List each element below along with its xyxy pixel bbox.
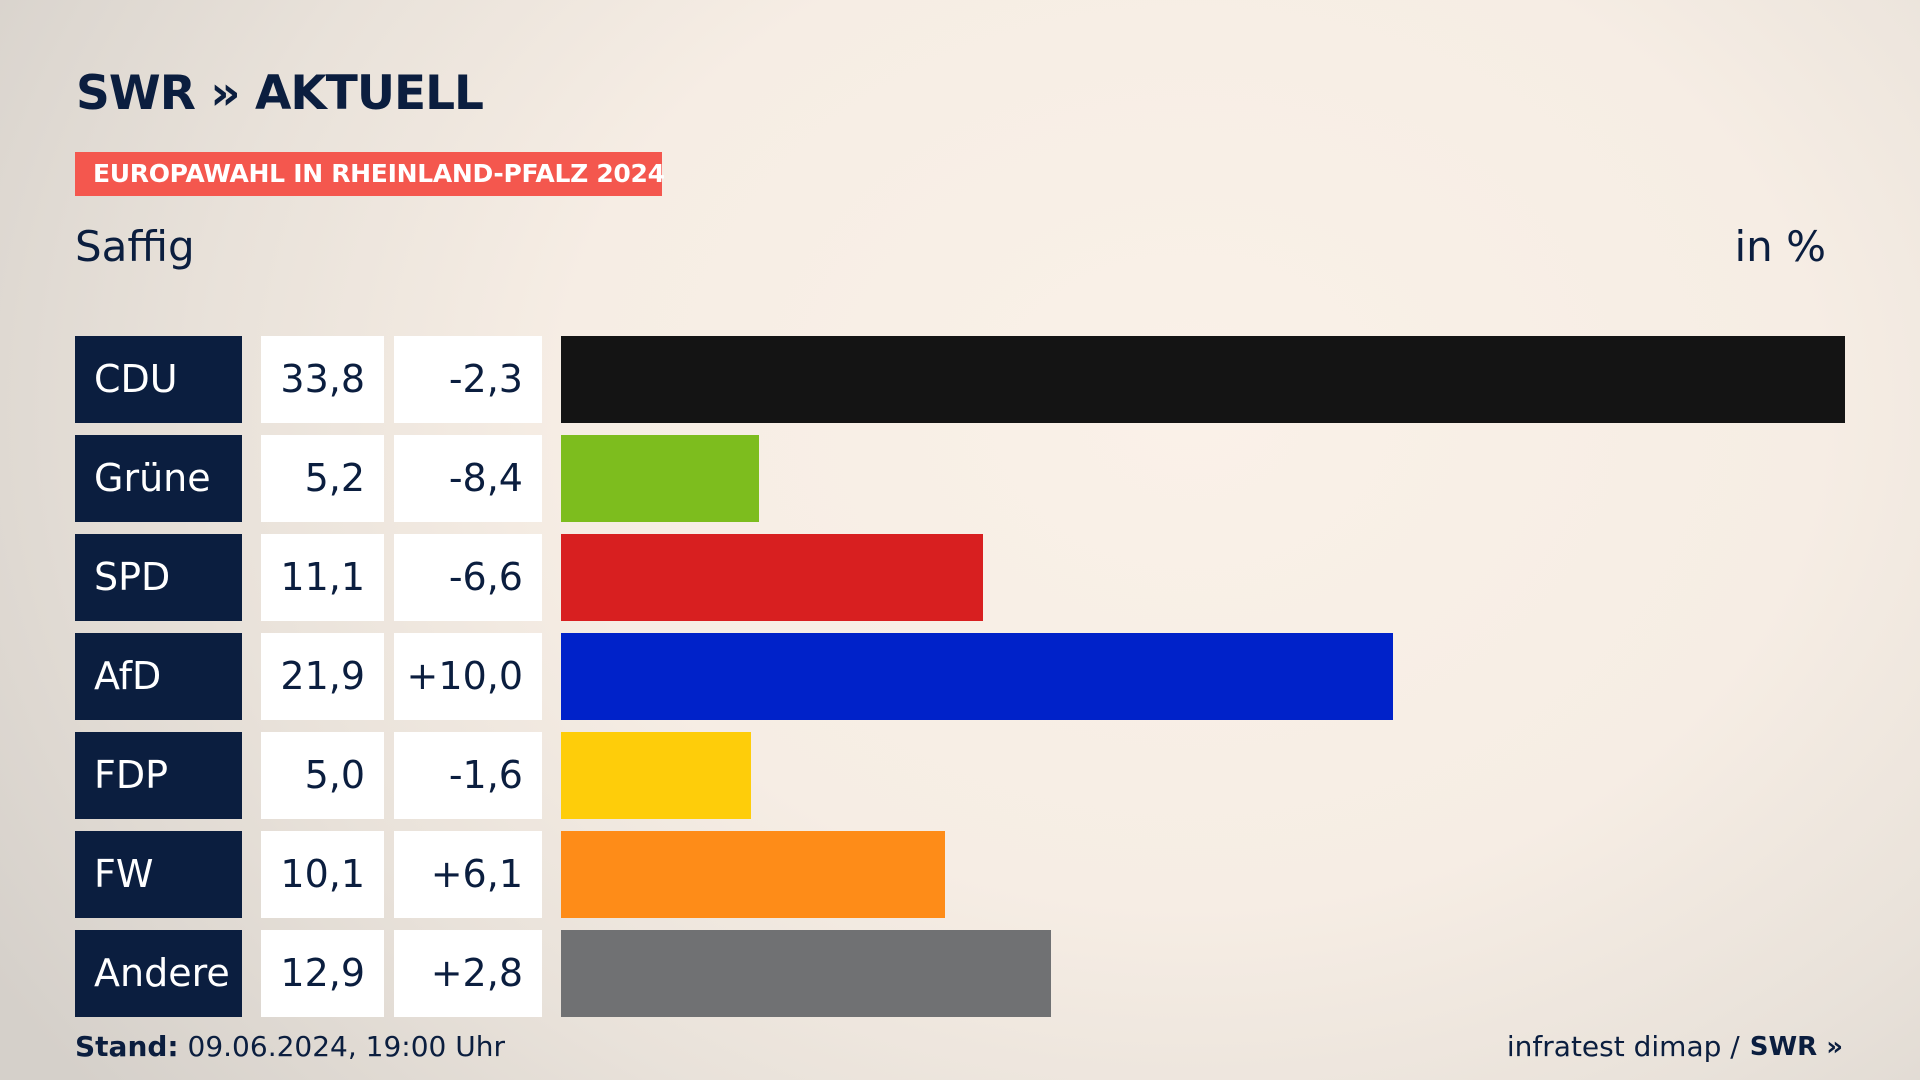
- vote-share-value: 11,1: [261, 534, 384, 621]
- result-bar: [561, 831, 945, 918]
- party-label: FW: [75, 831, 242, 918]
- vote-change-value: -1,6: [394, 732, 542, 819]
- region-title: Saffig: [75, 222, 195, 271]
- vote-change-value: -2,3: [394, 336, 542, 423]
- party-label: Andere: [75, 930, 242, 1017]
- swr-aktuell-logo: SWR » AKTUELL: [76, 65, 484, 121]
- swr-small-logo: SWR »: [1749, 1031, 1843, 1062]
- party-label: Grüne: [75, 435, 242, 522]
- result-bar: [561, 633, 1393, 720]
- source-text: infratest dimap /: [1506, 1030, 1740, 1063]
- footer-source: infratest dimap / SWR »: [1507, 1030, 1843, 1063]
- vote-change-value: -6,6: [394, 534, 542, 621]
- result-row: CDU 33,8 -2,3: [0, 336, 1920, 423]
- result-row: Andere 12,9 +2,8: [0, 930, 1920, 1017]
- vote-share-value: 10,1: [261, 831, 384, 918]
- result-bar: [561, 930, 1051, 1017]
- party-label: CDU: [75, 336, 242, 423]
- vote-share-value: 5,2: [261, 435, 384, 522]
- election-banner: EUROPAWAHL IN RHEINLAND-PFALZ 2024: [75, 152, 665, 196]
- result-row: FDP 5,0 -1,6: [0, 732, 1920, 819]
- vote-change-value: +10,0: [394, 633, 542, 720]
- vote-share-value: 33,8: [261, 336, 384, 423]
- result-bar: [561, 435, 759, 522]
- vote-change-value: -8,4: [394, 435, 542, 522]
- vote-share-value: 5,0: [261, 732, 384, 819]
- footer-stand: Stand: 09.06.2024, 19:00 Uhr: [75, 1030, 505, 1063]
- vote-change-value: +6,1: [394, 831, 542, 918]
- result-row: FW 10,1 +6,1: [0, 831, 1920, 918]
- vote-share-value: 12,9: [261, 930, 384, 1017]
- result-bar: [561, 336, 1845, 423]
- party-label: FDP: [75, 732, 242, 819]
- result-row: AfD 21,9 +10,0: [0, 633, 1920, 720]
- stand-label: Stand:: [75, 1030, 179, 1063]
- vote-share-value: 21,9: [261, 633, 384, 720]
- result-bar: [561, 732, 751, 819]
- result-bar: [561, 534, 983, 621]
- result-row: SPD 11,1 -6,6: [0, 534, 1920, 621]
- logo-text: SWR » AKTUELL: [76, 65, 484, 121]
- vote-change-value: +2,8: [394, 930, 542, 1017]
- party-label: SPD: [75, 534, 242, 621]
- party-label: AfD: [75, 633, 242, 720]
- unit-label: in %: [1734, 222, 1826, 271]
- result-row: Grüne 5,2 -8,4: [0, 435, 1920, 522]
- stand-value: 09.06.2024, 19:00 Uhr: [187, 1030, 505, 1063]
